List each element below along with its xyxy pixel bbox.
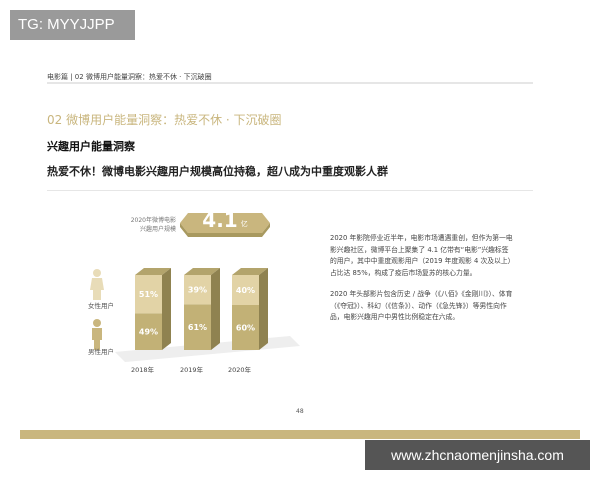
bar-female <box>135 275 162 314</box>
data-label: 51% <box>139 290 158 299</box>
data-label: 39% <box>188 286 207 295</box>
data-label: 61% <box>188 323 207 332</box>
male-icon <box>92 319 102 350</box>
bar-male <box>232 305 259 350</box>
divider <box>47 190 533 191</box>
paragraph-2: 2020 年头部影片包含历史 / 战争（《八佰》《金刚川》）、体育（《夺冠》）、… <box>330 290 513 321</box>
legend-male: 男性用户 <box>88 348 114 356</box>
bar-top <box>135 268 171 275</box>
x-tick: 2020年 <box>228 366 252 374</box>
bar-side <box>211 268 220 350</box>
scale-unit: 亿 <box>240 220 248 228</box>
watermark-bottom: www.zhcnaomenjinsha.com <box>365 440 590 470</box>
description: 2020 年影院停业近半年，电影市场遭遇重创，但作为第一电影兴趣社区，微博平台上… <box>330 233 515 324</box>
scale-value: 4.1 <box>202 208 238 232</box>
scale-label-line2: 兴趣用户规模 <box>139 226 176 233</box>
data-label: 40% <box>236 286 255 295</box>
x-tick: 2019年 <box>180 366 204 374</box>
x-tick: 2018年 <box>131 366 155 374</box>
female-icon <box>90 269 104 300</box>
scale-badge <box>180 213 270 237</box>
scale-label-line1: 2020年微博电影 <box>130 217 176 224</box>
scale-value-row: 4.1 亿 <box>180 205 270 235</box>
data-label: 60% <box>236 324 255 333</box>
bar-side <box>259 268 268 350</box>
bar-side <box>162 268 171 350</box>
bar-male <box>184 304 211 350</box>
legend-female: 女性用户 <box>88 302 114 310</box>
bar-male <box>135 313 162 350</box>
bar-top <box>232 268 268 275</box>
bar-top <box>184 268 220 275</box>
scale-label: 2020年微博电影兴趣用户规模 <box>120 216 176 234</box>
data-label: 49% <box>139 328 158 337</box>
watermark-top: TG: MYYJJPP <box>10 10 135 40</box>
footer-band <box>20 430 580 439</box>
page-number: 48 <box>296 408 304 415</box>
bar-female <box>232 275 259 305</box>
breadcrumb: 电影篇 | 02 微博用户能量洞察：热爱不休 · 下沉破圈 <box>47 73 212 81</box>
section-title: 02 微博用户能量洞察：热爱不休 · 下沉破圈 <box>47 113 282 127</box>
subtitle: 兴趣用户能量洞察 <box>47 140 135 153</box>
headline: 热爱不休！微博电影兴趣用户规模高位持稳，超八成为中重度观影人群 <box>47 165 388 178</box>
divider <box>47 82 533 84</box>
paragraph-1: 2020 年影院停业近半年，电影市场遭遇重创，但作为第一电影兴趣社区，微博平台上… <box>330 234 515 277</box>
legend-icons <box>90 269 104 350</box>
bar-female <box>184 275 211 305</box>
